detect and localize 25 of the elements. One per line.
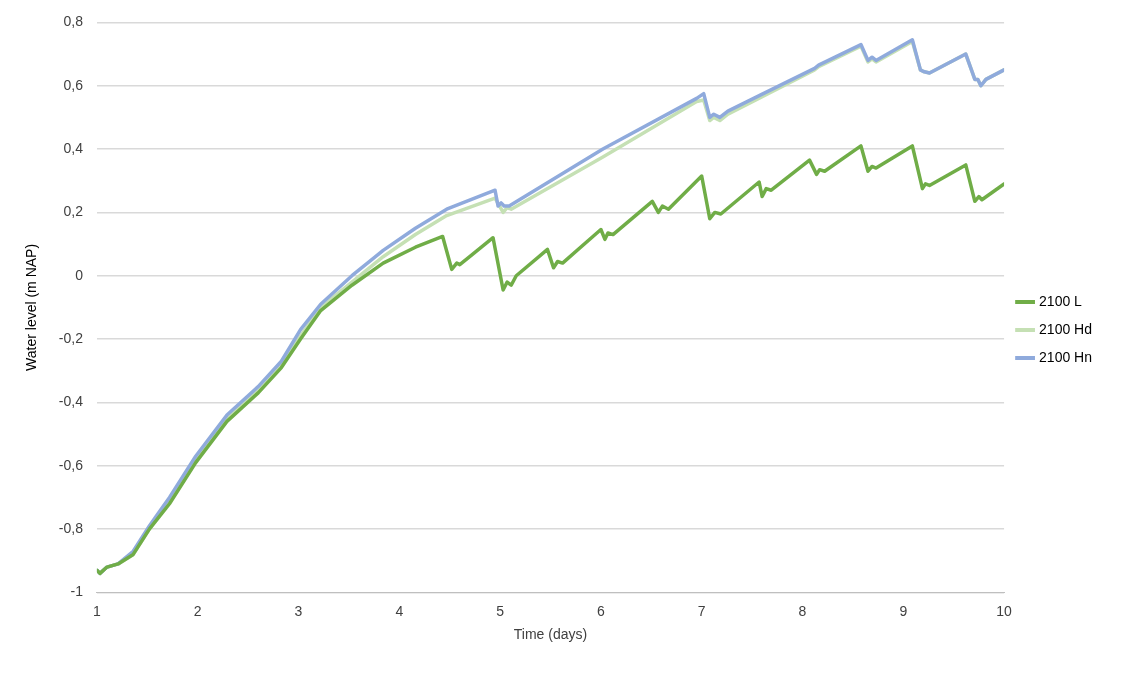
x-axis-title: Time (days) <box>513 626 588 643</box>
x-tick-label: 6 <box>597 602 605 619</box>
x-tick-label: 1 <box>93 602 102 619</box>
x-tick-label: 10 <box>996 602 1013 619</box>
x-tick-label: 5 <box>496 602 505 619</box>
x-tick-label: 7 <box>697 602 706 619</box>
y-tick-label: 0,4 <box>63 139 84 156</box>
y-tick-label: 0 <box>75 266 84 283</box>
y-tick-label: -0,8 <box>58 519 84 536</box>
y-axis-title: Water level (m NAP) <box>23 243 40 371</box>
y-tick-label: -0,2 <box>58 329 84 346</box>
x-tick-label: 4 <box>395 602 404 619</box>
y-tick-label: 0,6 <box>63 76 84 93</box>
y-tick-label: -1 <box>70 583 84 600</box>
x-tick-label: 8 <box>798 602 807 619</box>
x-tick-label: 3 <box>294 602 303 619</box>
x-tick-label: 9 <box>899 602 908 619</box>
legend-label: 2100 L <box>1039 292 1083 309</box>
y-tick-label: -0,4 <box>58 393 84 410</box>
legend-label: 2100 Hn <box>1039 348 1093 365</box>
y-tick-label: -0,6 <box>58 456 84 473</box>
legend-label: 2100 Hd <box>1039 320 1093 337</box>
x-tick-label: 2 <box>193 602 202 619</box>
y-tick-label: 0,8 <box>63 13 84 30</box>
y-tick-label: 0,2 <box>63 203 84 220</box>
